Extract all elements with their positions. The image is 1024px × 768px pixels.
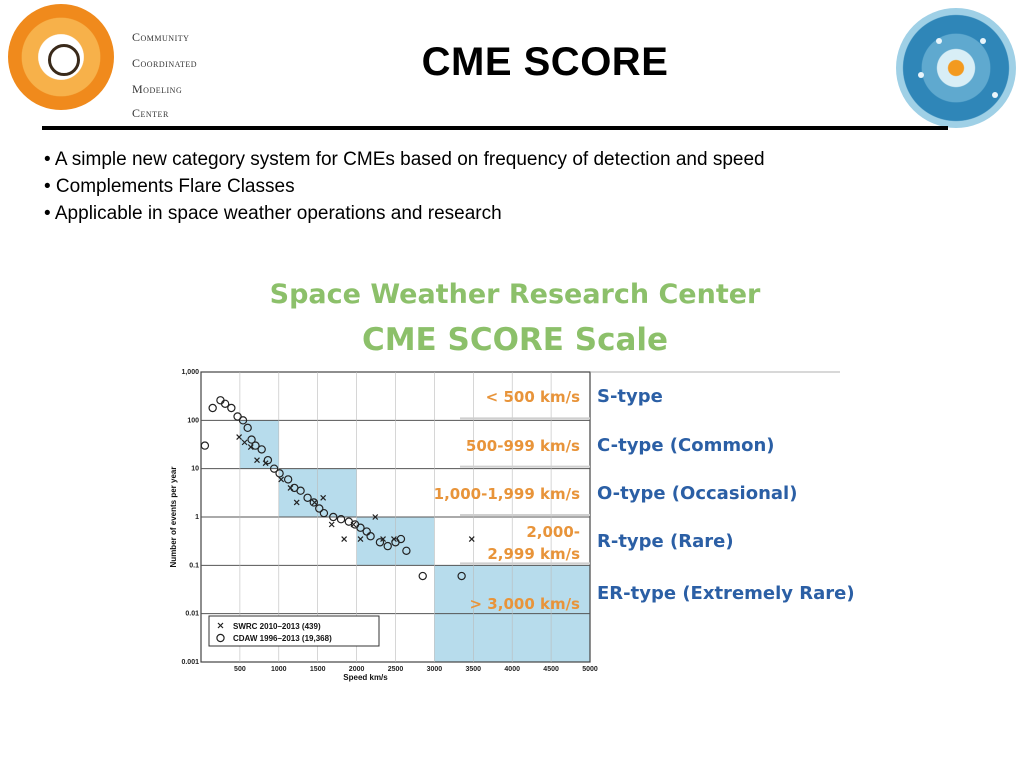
cdaw-point (275, 469, 284, 478)
x-axis-label: Speed km/s (343, 673, 388, 682)
cdaw-point (263, 455, 273, 465)
x-tick-label: 4500 (543, 666, 559, 673)
cdaw-point (227, 403, 236, 413)
cme-type-label: O-type (Occasional) (597, 483, 797, 504)
y-tick-label: 0.001 (181, 659, 199, 666)
cdaw-point (418, 571, 427, 581)
cme-type-label: S-type (597, 386, 663, 407)
y-tick-label: 10 (191, 466, 199, 473)
cdaw-point (375, 538, 385, 547)
x-tick-label: 1500 (310, 666, 326, 673)
x-tick-label: 5000 (582, 666, 598, 673)
x-tick-label: 2000 (349, 666, 365, 673)
cdaw-point (303, 493, 312, 502)
ccmc-logo-line: Center (132, 106, 169, 120)
cme-type-label: R-type (Rare) (597, 531, 734, 552)
cdaw-point (251, 441, 260, 450)
speed-range-label: 1,000-1,999 km/s (434, 485, 580, 503)
swrc-point (357, 536, 364, 542)
y-tick-label: 1,000 (181, 369, 199, 376)
slide-title: CME SCORE (421, 40, 669, 84)
x-tick-label: 3500 (466, 666, 482, 673)
bullet-item: • Complements Flare Classes (44, 176, 295, 197)
bullet-item: • Applicable in space weather operations… (44, 203, 502, 224)
cdaw-point (257, 445, 266, 454)
title-divider (42, 126, 948, 130)
speed-range-label: 500-999 km/s (466, 437, 580, 455)
swrc-globe-icon (896, 8, 1016, 128)
swrc-point (341, 536, 348, 542)
bullet-list: • A simple new category system for CMEs … (44, 146, 765, 227)
x-tick-label: 2500 (388, 666, 404, 673)
y-axis-label: Number of events per year (169, 467, 178, 568)
ccmc-logo-line: Modeling (132, 82, 183, 96)
ccmc-logo-line: Community (132, 30, 190, 44)
y-tick-label: 0.1 (189, 562, 199, 569)
cdaw-point (383, 541, 392, 551)
y-tick-label: 0.01 (185, 611, 199, 618)
figure-title: Space Weather Research Center (269, 279, 761, 310)
swrc-point (236, 434, 243, 441)
figure-subtitle: CME SCORE Scale (361, 322, 669, 358)
swrc-point (311, 499, 318, 506)
cdaw-point (356, 523, 365, 532)
cdaw-point (315, 504, 324, 513)
cdaw-point (283, 475, 293, 484)
cdaw-point (208, 403, 217, 413)
x-tick-label: 3000 (427, 666, 443, 673)
swrc-point (328, 521, 335, 528)
y-tick-label: 100 (187, 417, 199, 424)
legend-marker-o (216, 633, 225, 643)
cdaw-point (329, 512, 338, 522)
swrc-point (293, 499, 300, 506)
cdaw-point (309, 498, 319, 507)
speed-range-label: 2,999 km/s (487, 545, 580, 563)
cdaw-point (319, 508, 329, 518)
swrc-point (254, 457, 260, 464)
ccmc-logo-line: Coordinated (132, 56, 198, 70)
cdaw-point (457, 571, 466, 581)
cdaw-point (296, 486, 305, 495)
cdaw-point (247, 435, 256, 444)
swrc-point (320, 494, 327, 501)
cme-type-label: C-type (Common) (597, 435, 775, 456)
cdaw-point (402, 546, 411, 555)
cdaw-point (243, 423, 252, 433)
cdaw-point (366, 532, 375, 541)
cdaw-point (336, 515, 346, 524)
x-tick-label: 4000 (504, 666, 520, 673)
swrc-point (241, 439, 248, 446)
cdaw-point (396, 534, 406, 544)
x-tick-label: 500 (234, 666, 246, 673)
speed-range-label: < 500 km/s (486, 388, 580, 406)
legend-marker-x (217, 622, 224, 629)
cme-score-chart: 500 1000 1500 2000 2500 3000 3500 4000 4500 5000 1… (169, 369, 855, 682)
y-tick-label: 1 (195, 514, 199, 521)
cdaw-point (233, 412, 242, 421)
legend-label: CDAW 1996–2013 (19,368) (233, 634, 332, 643)
swrc-point (372, 514, 379, 520)
bullet-item: • A simple new category system for CMEs … (44, 149, 765, 170)
cdaw-point (220, 399, 230, 408)
cdaw-point (269, 464, 279, 473)
swrc-point (380, 536, 386, 542)
swrc-point (468, 536, 475, 542)
cme-type-label: ER-type (Extremely Rare) (597, 583, 855, 604)
speed-range-label: 2,000- (526, 523, 580, 541)
ccmc-sun-icon (8, 4, 114, 110)
speed-range-label: > 3,000 km/s (470, 595, 581, 613)
x-tick-label: 1000 (271, 666, 287, 673)
cdaw-point (238, 416, 248, 425)
chart-legend (208, 615, 380, 647)
legend-label: SWRC 2010–2013 (439) (233, 622, 321, 631)
cdaw-point (200, 441, 210, 450)
swrc-point (278, 476, 285, 483)
ccmc-logo: Community Coordinated Modeling Center (0, 0, 200, 130)
